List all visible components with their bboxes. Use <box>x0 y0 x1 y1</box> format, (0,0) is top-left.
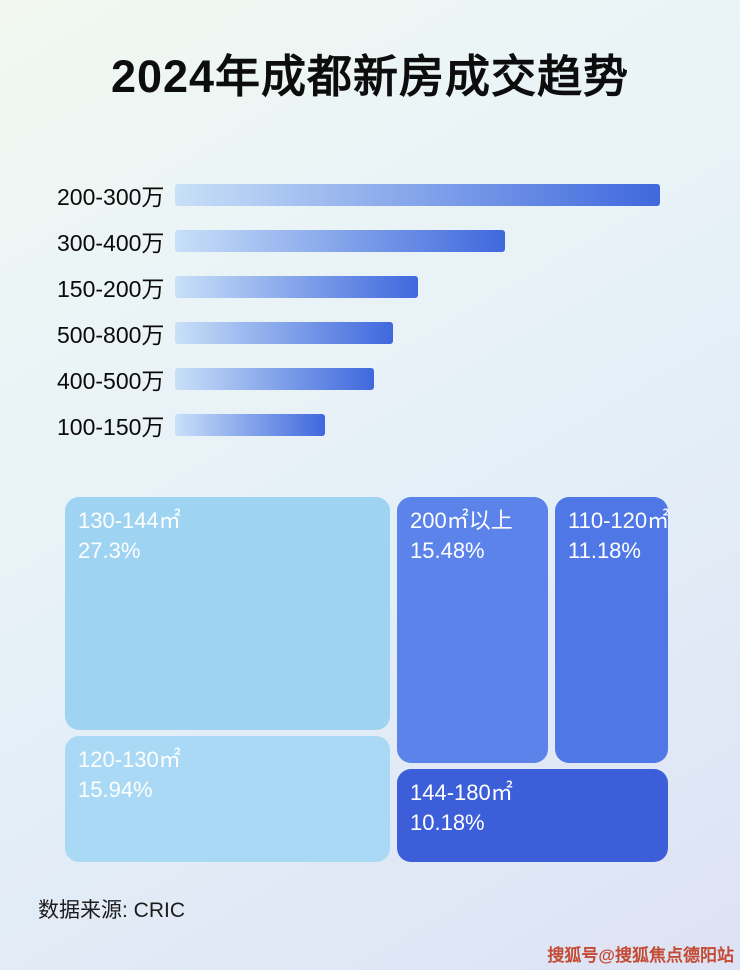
bar-row: 500-800万 <box>57 322 660 348</box>
bar-track <box>175 276 660 298</box>
treemap-block-200-plus: 200㎡以上 15.48% <box>397 497 548 763</box>
bar-400-500 <box>175 368 374 390</box>
bar-100-150 <box>175 414 326 436</box>
page-title: 2024年成都新房成交趋势 <box>110 51 630 102</box>
bar-200-300 <box>175 184 660 206</box>
bar-track <box>175 322 660 344</box>
treemap-block-label: 144-180㎡ <box>410 780 513 805</box>
bar-track <box>175 184 660 206</box>
treemap-block-label: 120-130㎡ <box>78 747 181 772</box>
treemap-block-percent: 10.18% <box>410 810 485 835</box>
data-source-label: 数据来源: CRIC <box>38 899 185 922</box>
bar-category-label: 400-500万 <box>57 368 165 394</box>
bar-row: 400-500万 <box>57 368 660 394</box>
bar-category-label: 300-400万 <box>57 230 165 256</box>
watermark-text: 搜狐号@搜狐焦点德阳站 <box>547 946 734 965</box>
bar-row: 100-150万 <box>57 414 660 440</box>
treemap-block-label: 130-144㎡ <box>78 508 181 533</box>
bar-500-800 <box>175 322 394 344</box>
bar-row: 200-300万 <box>57 184 660 210</box>
treemap-block-percent: 11.18% <box>568 538 641 563</box>
bar-row: 300-400万 <box>57 230 660 256</box>
bar-category-label: 200-300万 <box>57 184 165 210</box>
bar-track <box>175 230 660 252</box>
treemap-block-label: 200㎡以上 <box>410 508 513 533</box>
treemap-block-144-180: 144-180㎡ 10.18% <box>397 769 668 862</box>
bar-track <box>175 368 660 390</box>
bar-300-400 <box>175 230 505 252</box>
treemap-block-130-144: 130-144㎡ 27.3% <box>65 497 390 730</box>
treemap-chart: 130-144㎡ 27.3% 120-130㎡ 15.94% 200㎡以上 15… <box>65 497 670 862</box>
treemap-block-percent: 27.3% <box>78 538 141 563</box>
treemap-block-percent: 15.48% <box>410 538 485 563</box>
bar-category-label: 150-200万 <box>57 276 165 302</box>
treemap-block-label: 110-120㎡ <box>568 508 670 533</box>
treemap-block-110-120: 110-120㎡ 11.18% <box>555 497 670 763</box>
bar-category-label: 500-800万 <box>57 322 165 348</box>
bar-row: 150-200万 <box>57 276 660 302</box>
bar-chart: 200-300万 300-400万 150-200万 500-800万 400-… <box>57 184 660 460</box>
bar-category-label: 100-150万 <box>57 414 165 440</box>
treemap-block-120-130: 120-130㎡ 15.94% <box>65 736 390 862</box>
bar-track <box>175 414 660 436</box>
bar-150-200 <box>175 276 418 298</box>
treemap-block-percent: 15.94% <box>78 777 153 802</box>
